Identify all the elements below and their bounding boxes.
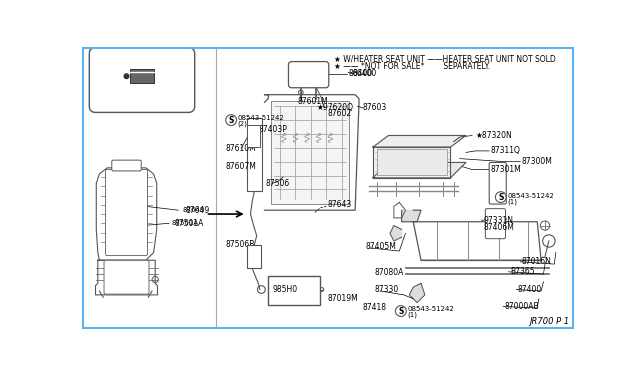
Text: 87607M: 87607M bbox=[226, 162, 257, 171]
Polygon shape bbox=[373, 135, 466, 147]
Text: ★97620Q: ★97620Q bbox=[316, 103, 353, 112]
Text: ★ —— *NOT FOR SALE*        SEPARATELY.: ★ —— *NOT FOR SALE* SEPARATELY. bbox=[334, 62, 490, 71]
Text: 87403P: 87403P bbox=[259, 125, 287, 134]
FancyBboxPatch shape bbox=[489, 163, 506, 204]
FancyBboxPatch shape bbox=[485, 209, 506, 239]
Text: (2): (2) bbox=[237, 121, 247, 127]
Text: (1): (1) bbox=[407, 312, 417, 318]
Text: 87400: 87400 bbox=[518, 285, 542, 294]
Bar bbox=[248, 125, 260, 147]
Polygon shape bbox=[410, 283, 425, 302]
Polygon shape bbox=[373, 163, 466, 178]
Circle shape bbox=[124, 74, 129, 78]
Text: 87330: 87330 bbox=[374, 285, 399, 294]
Bar bbox=[271, 101, 349, 204]
Text: 87300M: 87300M bbox=[522, 157, 552, 166]
Text: 87506: 87506 bbox=[266, 179, 291, 188]
FancyBboxPatch shape bbox=[106, 169, 147, 256]
Text: 87301M: 87301M bbox=[491, 165, 522, 174]
Text: 87649: 87649 bbox=[186, 206, 210, 215]
Bar bbox=[323, 108, 327, 114]
Text: 87501A: 87501A bbox=[172, 220, 198, 226]
Text: 87311Q: 87311Q bbox=[491, 147, 520, 155]
Text: B7365: B7365 bbox=[510, 267, 535, 276]
Text: JR700 P 1: JR700 P 1 bbox=[530, 317, 570, 326]
Text: 87501A: 87501A bbox=[175, 219, 204, 228]
Bar bbox=[246, 245, 260, 268]
FancyBboxPatch shape bbox=[289, 62, 329, 88]
Text: 87601M: 87601M bbox=[297, 97, 328, 106]
Text: 87610M: 87610M bbox=[226, 144, 257, 153]
Text: S: S bbox=[228, 116, 234, 125]
Text: 87405M: 87405M bbox=[365, 242, 396, 251]
Text: 87019M: 87019M bbox=[328, 294, 359, 303]
Text: ★87320N: ★87320N bbox=[476, 131, 512, 140]
Text: 87603: 87603 bbox=[363, 103, 387, 112]
Text: 86400: 86400 bbox=[353, 70, 377, 78]
Text: 87643: 87643 bbox=[328, 200, 352, 209]
Text: 985H0: 985H0 bbox=[272, 285, 298, 294]
Polygon shape bbox=[390, 225, 402, 241]
Text: 87602: 87602 bbox=[328, 109, 352, 118]
Text: 87506B: 87506B bbox=[226, 240, 255, 249]
Text: 08543-51242: 08543-51242 bbox=[407, 306, 454, 312]
Text: ★ W/HEATER SEAT UNIT ——HEATER SEAT UNIT NOT SOLD: ★ W/HEATER SEAT UNIT ——HEATER SEAT UNIT … bbox=[334, 54, 556, 63]
Text: 08543-51242: 08543-51242 bbox=[507, 193, 554, 199]
Text: 87649: 87649 bbox=[182, 207, 205, 213]
Text: S: S bbox=[498, 193, 504, 202]
Bar bbox=[268, 276, 320, 305]
Text: S: S bbox=[398, 307, 404, 315]
Polygon shape bbox=[373, 147, 451, 178]
Text: (1): (1) bbox=[507, 199, 517, 205]
Text: 87016N: 87016N bbox=[522, 257, 552, 266]
Text: 87000AB: 87000AB bbox=[505, 302, 540, 311]
Text: 86400: 86400 bbox=[349, 70, 373, 78]
Bar bbox=[377, 150, 447, 175]
FancyBboxPatch shape bbox=[90, 48, 195, 112]
Text: 87080A: 87080A bbox=[374, 268, 404, 277]
Text: 87406M: 87406M bbox=[483, 224, 514, 232]
FancyBboxPatch shape bbox=[246, 118, 262, 191]
FancyBboxPatch shape bbox=[112, 160, 141, 171]
Bar bbox=[131, 69, 154, 83]
Text: 97331N: 97331N bbox=[483, 216, 513, 225]
FancyBboxPatch shape bbox=[104, 260, 149, 294]
Text: 08543-51242: 08543-51242 bbox=[237, 115, 284, 121]
Polygon shape bbox=[402, 210, 421, 222]
Text: 87418: 87418 bbox=[363, 304, 387, 312]
